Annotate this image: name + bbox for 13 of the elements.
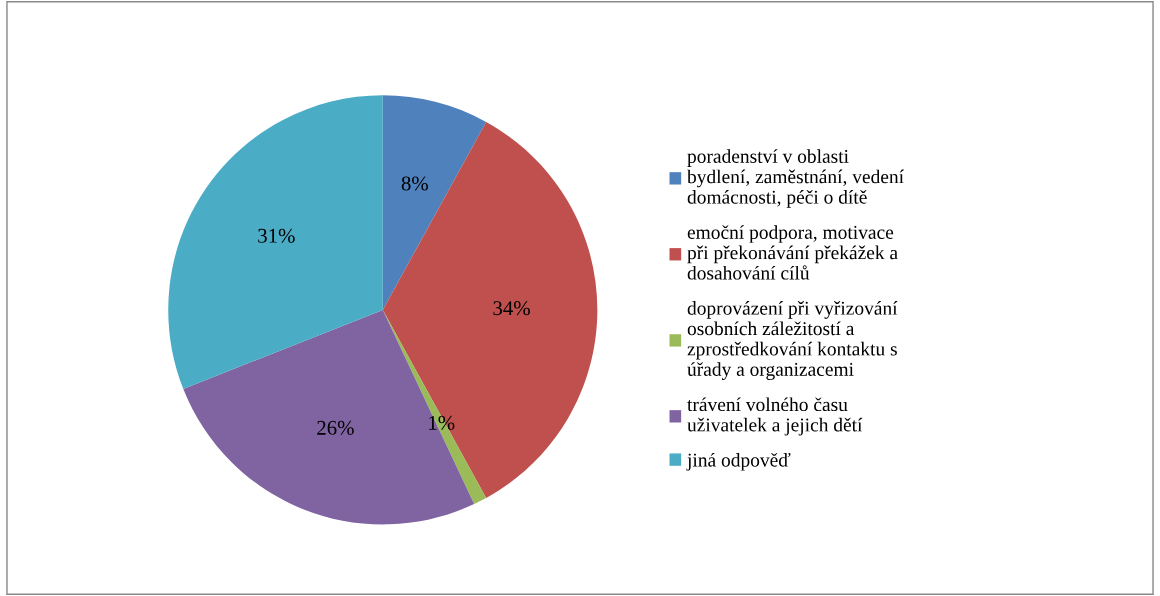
legend-label: poradenství v oblasti bydlení, zaměstnání, vedení domácnosti, péči o dítě <box>687 149 904 208</box>
pie-slice <box>183 309 475 525</box>
legend-label: emoční podpora, motivace při překonávání překážek a dosahování cílů <box>687 225 898 280</box>
pie-slice <box>382 121 598 498</box>
data-label: 26% <box>317 420 354 435</box>
pie-slice <box>168 95 383 389</box>
pie-slice <box>382 95 487 310</box>
data-label: 8% <box>401 176 428 191</box>
data-label: 34% <box>493 301 530 316</box>
data-label: 31% <box>258 228 295 243</box>
legend-label: trávení volného času uživatelek a jejich dětí <box>687 397 863 436</box>
legend-label: doprovázení při vyřizování osobních záležitostí a zprostředkování kontaktu s úřady a organizacemi <box>687 301 898 380</box>
legend-label: jiná odpověď <box>686 452 791 471</box>
